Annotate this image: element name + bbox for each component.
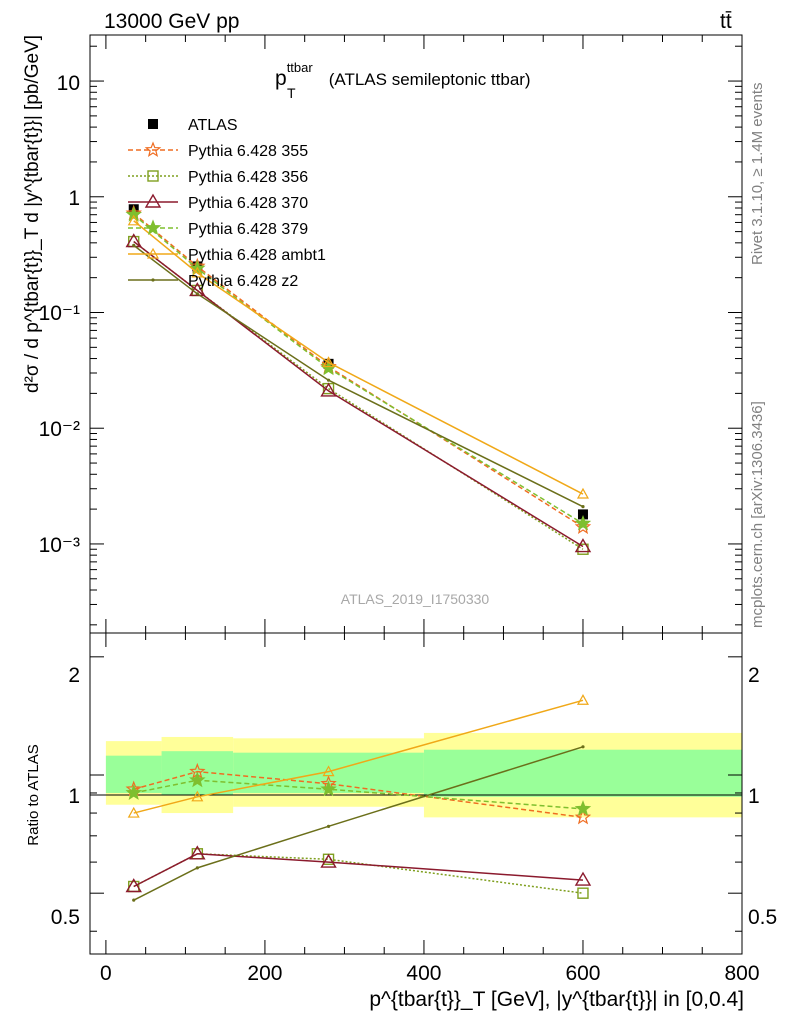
ratio-line-z2 — [133, 746, 584, 901]
ratio-point-p370 — [320, 853, 337, 868]
data-point-z2 — [581, 505, 585, 509]
data-point-z2 — [132, 243, 136, 248]
ratio-point-z2 — [132, 898, 136, 902]
legend-marker-p379 — [144, 219, 162, 236]
data-point-p355 — [574, 518, 592, 535]
title-sup: ttbar — [287, 60, 314, 75]
x-axis-label: p^{tbar{t}}_T [GeV], |y^{tbar{t}}| in [0… — [369, 988, 744, 1011]
series-line-p355 — [133, 212, 584, 528]
ratio-point-z2 — [326, 824, 331, 828]
ratio-point-p356 — [577, 887, 589, 899]
ratio-point-p355 — [574, 808, 592, 825]
legend-marker-p370 — [144, 193, 162, 208]
upper-panel: 10 1 10⁻¹ 10⁻² 10⁻³ ATLAS_2019_I1750330 … — [22, 34, 743, 634]
ratio-point-p379 — [125, 784, 142, 800]
lower-y-axis-label: Ratio to ATLAS — [25, 744, 42, 845]
lower-y-tick-labels: 2 1 0.5 2 1 0.5 — [51, 664, 777, 929]
ratio-point-p379 — [320, 780, 337, 797]
ratio-line-p356 — [133, 853, 584, 894]
legend-marker-atlas — [148, 119, 158, 129]
ratio-point-ambt1 — [191, 790, 204, 802]
mcplots-label: mcplots.cern.ch [arXiv:1306.3436] — [749, 401, 766, 628]
legend-label-z2: Pythia 6.428 z2 — [188, 273, 298, 290]
x-tick-label: 800 — [724, 962, 759, 985]
data-point-z2 — [326, 378, 331, 382]
legend-label-p379: Pythia 6.428 379 — [188, 221, 308, 238]
y-tick-label: 1 — [68, 785, 80, 808]
data-point-z2 — [195, 292, 199, 296]
legend-marker-ambt1 — [146, 247, 160, 259]
ratio-point-p370 — [574, 871, 592, 886]
rivet-label: Rivet 3.1.10, ≥ 1.4M events — [749, 83, 766, 266]
legend-label-atlas: ATLAS — [188, 117, 238, 134]
data-point-ambt1 — [127, 214, 140, 226]
data-point-p379 — [125, 206, 143, 222]
x-tick-labels: 0 200 400 600 800 — [100, 962, 759, 985]
series-line-p370 — [133, 240, 584, 548]
ratio-point-p370 — [125, 878, 142, 893]
y-tick-label-right: 2 — [748, 664, 760, 687]
upper-y-tick-labels: 10 1 10⁻¹ 10⁻² 10⁻³ — [39, 72, 80, 557]
ratio-line-p355 — [133, 770, 584, 819]
process-label: tt̄ — [720, 10, 732, 33]
ratio-point-z2 — [195, 866, 199, 870]
ratio-point-p379 — [189, 771, 206, 788]
ratio-point-z2 — [581, 745, 585, 749]
collision-label: 13000 GeV pp — [104, 10, 239, 33]
y-tick-label: 10⁻³ — [39, 534, 80, 557]
lower-series-group — [125, 694, 592, 902]
ratio-point-ambt1 — [127, 806, 140, 818]
series-line-p379 — [133, 214, 584, 525]
upper-series-group — [125, 204, 592, 555]
title-base: p — [275, 67, 287, 90]
y-tick-label: 1 — [68, 187, 80, 210]
upper-axis-ticks — [90, 35, 743, 633]
ratio-line-p370 — [133, 853, 584, 888]
data-point-ambt1 — [322, 356, 335, 368]
title-rest: (ATLAS semileptonic ttbar) — [324, 70, 531, 89]
legend-label-p370: Pythia 6.428 370 — [188, 195, 308, 212]
lower-axis-ticks — [90, 633, 743, 954]
y-tick-label: 0.5 — [51, 906, 80, 929]
y-tick-label: 10 — [57, 72, 80, 95]
y-tick-label-right: 1 — [748, 785, 760, 808]
chart-title: pttbar T (ATLAS semileptonic ttbar) — [275, 60, 531, 101]
lower-panel: 2 1 0.5 2 1 0.5 Ratio to ATLAS 0 200 400 60… — [25, 632, 777, 985]
x-tick-label: 0 — [100, 962, 112, 985]
x-tick-label: 400 — [406, 962, 441, 985]
lower-frame — [89, 632, 743, 955]
ratio-point-p370 — [189, 845, 206, 860]
data-point-p370 — [189, 282, 206, 297]
y-tick-label: 2 — [68, 664, 80, 687]
analysis-watermark: ATLAS_2019_I1750330 — [341, 591, 490, 607]
data-point-p379 — [574, 514, 592, 531]
legend-marker-z2 — [151, 278, 155, 282]
stat-uncertainty-band — [423, 749, 742, 797]
upper-y-axis-label: d²σ / d p^{tbar{t}}_T d |y^{tbar{t}}| [p… — [22, 35, 43, 393]
title-sub: T — [287, 85, 296, 101]
ratio-line-ambt1 — [133, 699, 584, 814]
legend-marker-p356 — [147, 170, 159, 182]
x-tick-label: 600 — [565, 962, 600, 985]
data-point-p370 — [320, 382, 337, 397]
series-line-ambt1 — [133, 220, 584, 495]
legend-label-p356: Pythia 6.428 356 — [188, 169, 308, 186]
y-tick-label: 10⁻² — [39, 418, 80, 441]
data-point-ambt1 — [576, 487, 589, 499]
series-line-z2 — [133, 244, 584, 508]
ratio-point-ambt1 — [322, 765, 335, 777]
data-point-ambt1 — [191, 266, 204, 278]
legend-label-p355: Pythia 6.428 355 — [188, 143, 308, 160]
ratio-point-ambt1 — [576, 694, 589, 705]
x-tick-label: 200 — [247, 962, 282, 985]
legend: ATLAS Pythia 6.428 355 Pythia 6.428 356 Pyt… — [128, 117, 326, 290]
legend-label-ambt1: Pythia 6.428 ambt1 — [188, 247, 326, 264]
y-tick-label: 10⁻¹ — [39, 302, 80, 325]
ratio-point-p379 — [574, 800, 592, 816]
legend-marker-p355 — [144, 141, 162, 158]
data-point-atlas — [577, 509, 588, 520]
data-point-p370 — [574, 538, 592, 553]
y-tick-label-right: 0.5 — [748, 906, 777, 929]
